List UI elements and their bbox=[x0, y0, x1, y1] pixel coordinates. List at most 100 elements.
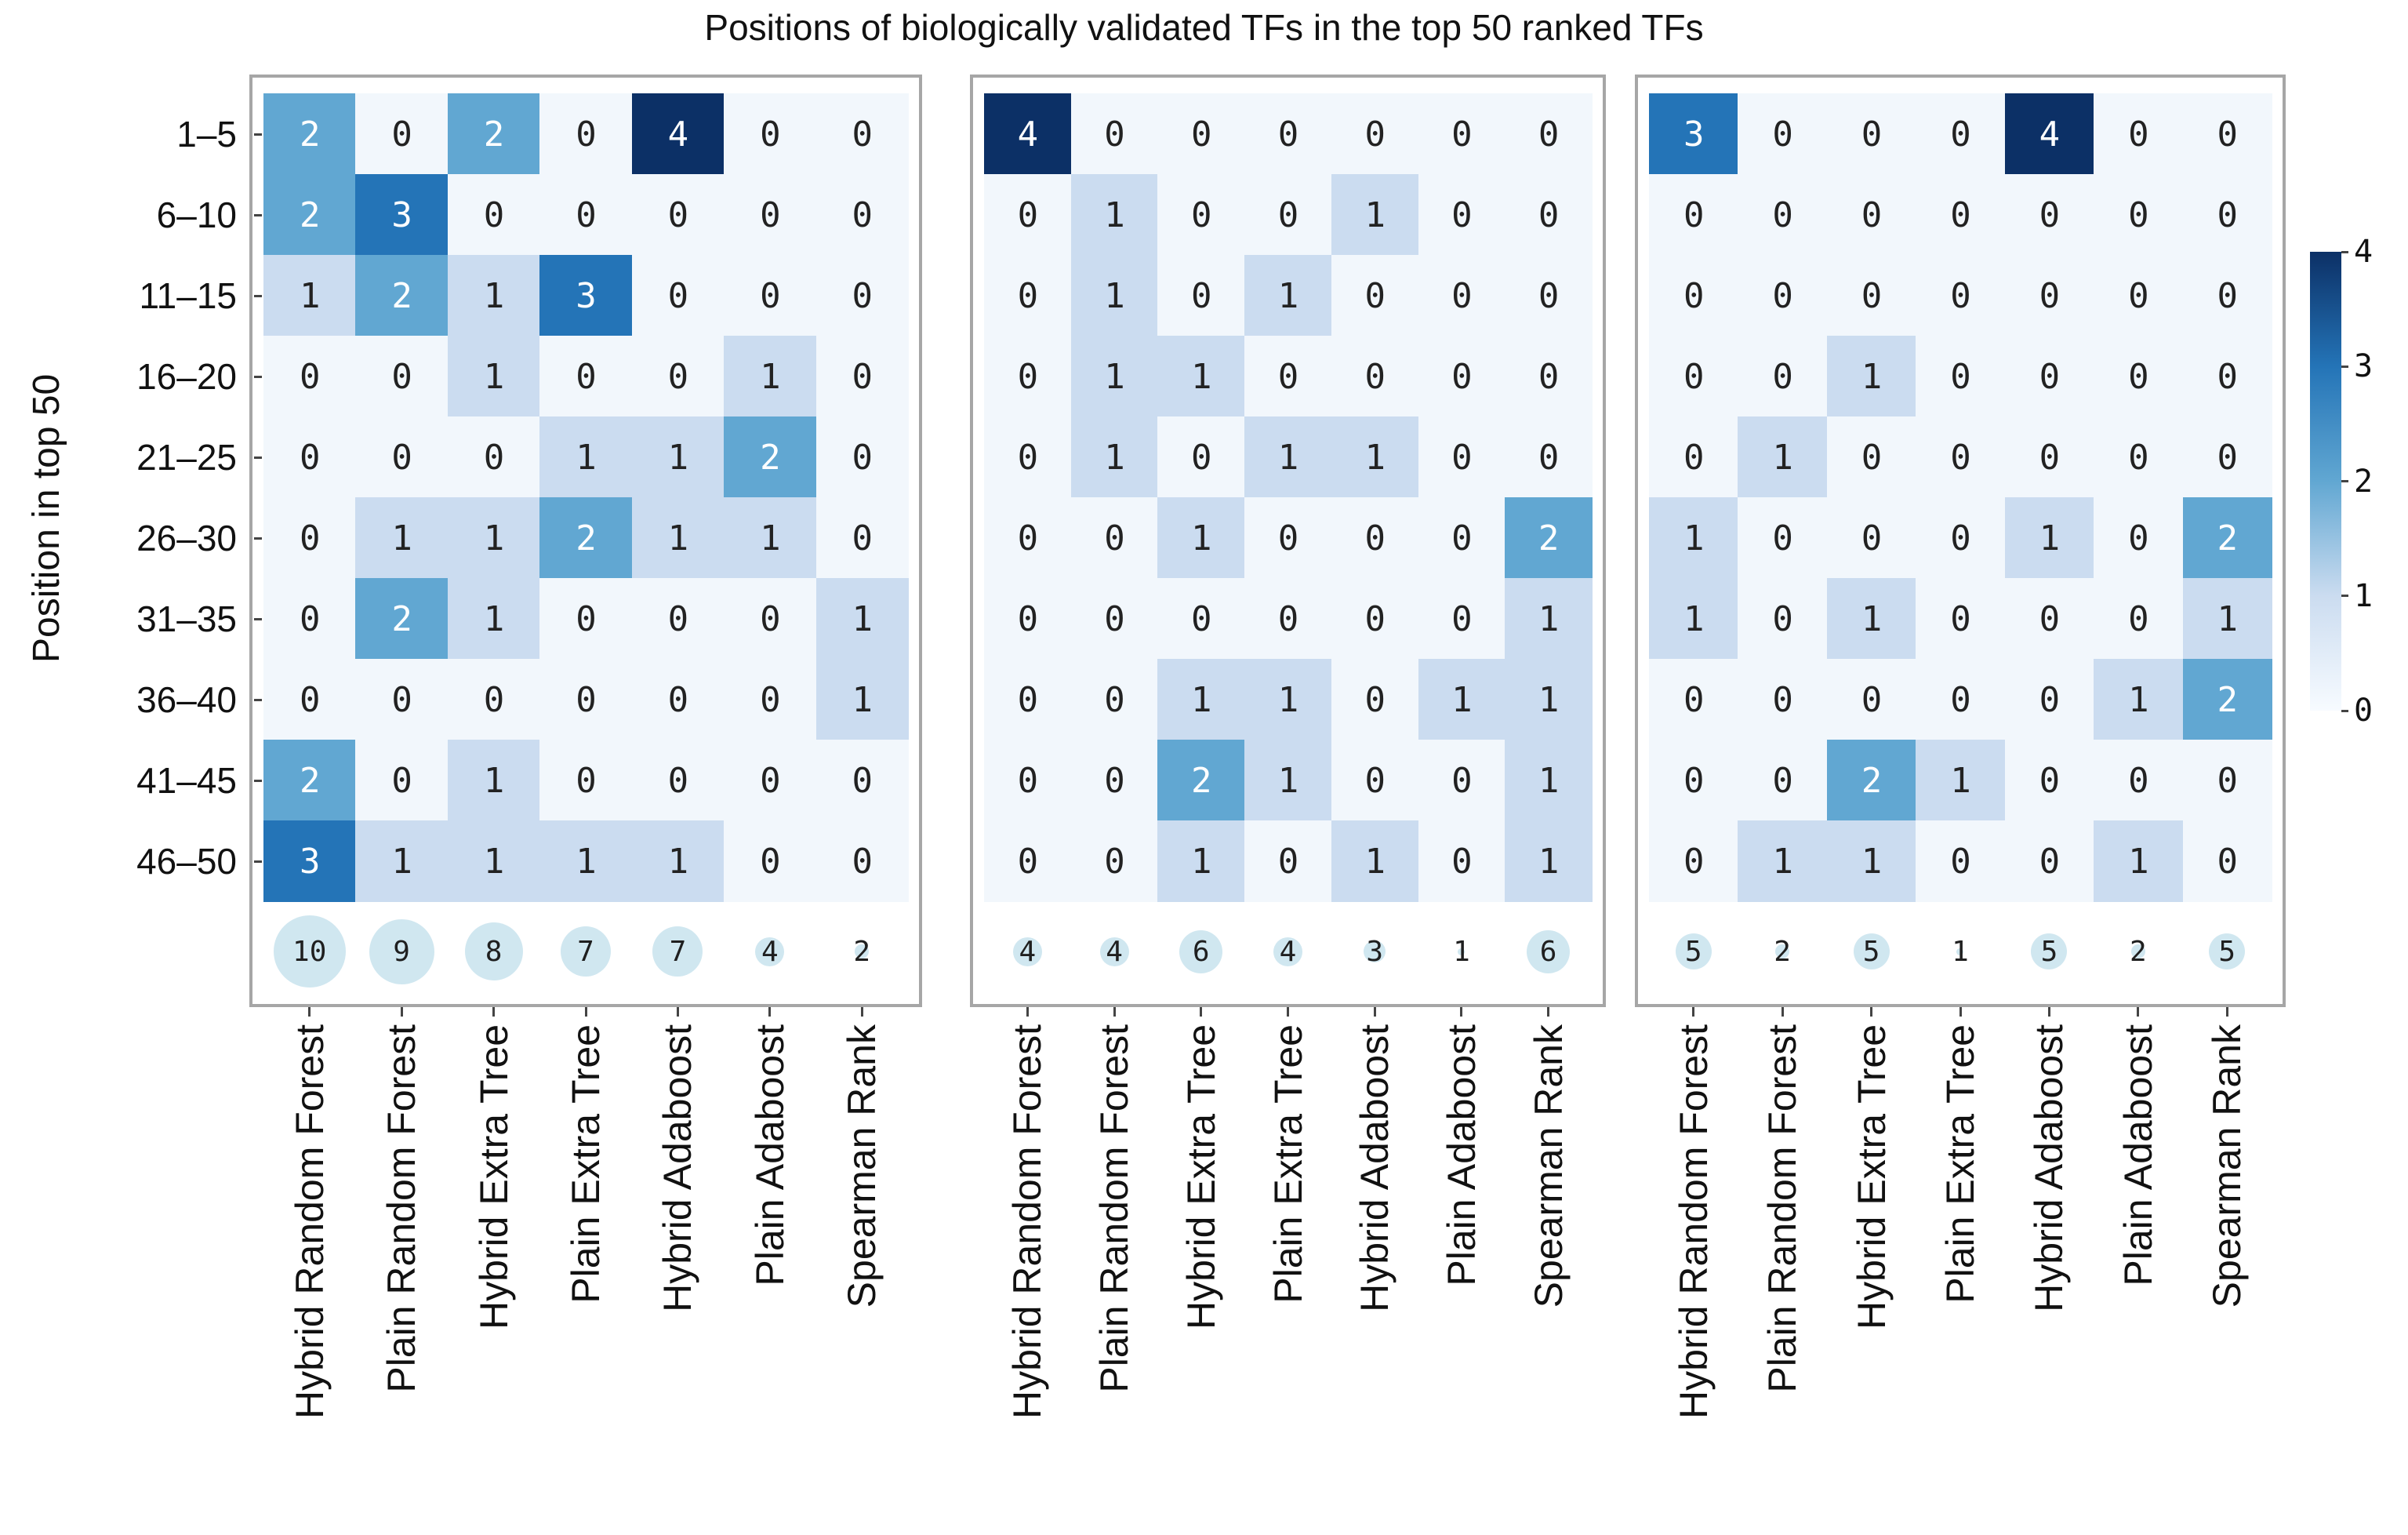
heatmap-cell: 0 bbox=[355, 659, 449, 740]
heatmap-cell: 1 bbox=[263, 255, 357, 336]
heatmap-cell: 0 bbox=[1418, 174, 1506, 256]
heatmap-cell: 2 bbox=[355, 255, 449, 336]
heatmap-cell: 0 bbox=[1649, 820, 1739, 902]
heatmap-cell: 0 bbox=[1649, 416, 1739, 498]
total-bubble-value: 2 bbox=[1774, 935, 1791, 968]
heatmap-cell: 0 bbox=[1070, 820, 1159, 902]
heatmap-cell: 0 bbox=[984, 820, 1072, 902]
total-bubble-value: 6 bbox=[1192, 935, 1210, 968]
heatmap-cell: 0 bbox=[1070, 740, 1159, 821]
heatmap-cell: 0 bbox=[2182, 820, 2272, 902]
heatmap-cell: 1 bbox=[1826, 336, 1917, 417]
heatmap-cell: 1 bbox=[539, 416, 633, 498]
column-label: Hybrid Random Forest bbox=[1005, 1024, 1050, 1419]
heatmap-cell: 0 bbox=[724, 174, 817, 256]
heatmap-cell: 0 bbox=[1244, 578, 1332, 660]
heatmap-cell: 0 bbox=[984, 255, 1072, 336]
colorbar-tick-label: 0 bbox=[2354, 693, 2373, 729]
total-bubble-circle bbox=[1775, 944, 1790, 958]
heatmap-cell: 0 bbox=[1505, 336, 1593, 417]
heatmap-cell: 0 bbox=[1070, 93, 1159, 175]
heatmap-cell: 0 bbox=[1738, 93, 1828, 175]
heatmap-cell: 1 bbox=[447, 820, 541, 902]
heatmap-cell: 0 bbox=[984, 174, 1072, 256]
heatmap-cell: 0 bbox=[263, 336, 357, 417]
heatmap-cell: 0 bbox=[2182, 174, 2272, 256]
column-label: Hybrid Random Forest bbox=[287, 1024, 332, 1419]
total-bubble-value: 1 bbox=[1952, 935, 1969, 968]
row-label: 16–20 bbox=[136, 355, 237, 397]
y-tick-mark bbox=[254, 375, 262, 378]
heatmap-cell: 0 bbox=[1244, 336, 1332, 417]
heatmap-cell: 0 bbox=[2094, 336, 2184, 417]
heatmap-cell: 0 bbox=[2094, 740, 2184, 821]
heatmap-cell: 0 bbox=[2094, 416, 2184, 498]
total-bubble-circle bbox=[652, 926, 703, 977]
column-label: Hybrid Adaboost bbox=[1353, 1024, 1397, 1312]
heatmap-cell: 0 bbox=[1331, 255, 1419, 336]
heatmap-cell: 1 bbox=[1505, 578, 1593, 660]
row-label: 26–30 bbox=[136, 517, 237, 558]
heatmap-cell: 0 bbox=[2004, 336, 2095, 417]
heatmap-cell: 0 bbox=[724, 93, 817, 175]
column-label: Plain Random Forest bbox=[1092, 1024, 1137, 1393]
heatmap-cell: 2 bbox=[263, 740, 357, 821]
heatmap-cell: 0 bbox=[984, 578, 1072, 660]
column-label: Plain Extra Tree bbox=[564, 1024, 608, 1304]
x-tick-mark bbox=[2047, 1007, 2050, 1017]
heatmap-cell: 1 bbox=[815, 578, 909, 660]
heatmap-cell: 1 bbox=[447, 497, 541, 579]
heatmap-cell: 2 bbox=[1157, 740, 1246, 821]
heatmap-cell: 2 bbox=[2182, 497, 2272, 579]
x-tick-mark bbox=[1113, 1007, 1116, 1017]
y-tick-mark bbox=[254, 617, 262, 620]
row-label: 31–35 bbox=[136, 598, 237, 639]
heatmap-cell: 0 bbox=[355, 93, 449, 175]
total-bubble-circle bbox=[1956, 948, 1964, 955]
heatmap-cell: 0 bbox=[724, 659, 817, 740]
total-bubble-value: 2 bbox=[853, 935, 871, 968]
total-bubble-value: 3 bbox=[1366, 935, 1384, 968]
column-label: Plain Extra Tree bbox=[1266, 1024, 1310, 1304]
colorbar-tick-label: 2 bbox=[2354, 463, 2373, 500]
total-bubble-circle bbox=[2031, 933, 2068, 969]
heatmap-cell: 0 bbox=[815, 336, 909, 417]
heatmap-cell: 0 bbox=[1916, 497, 2006, 579]
total-bubble-circle bbox=[1458, 948, 1466, 955]
heatmap-cell: 0 bbox=[815, 93, 909, 175]
heatmap-cell: 0 bbox=[1418, 578, 1506, 660]
heatmap-cell: 1 bbox=[724, 497, 817, 579]
heatmap-cell: 0 bbox=[1826, 93, 1917, 175]
heatmap-cell: 0 bbox=[631, 740, 725, 821]
heatmap-cell: 0 bbox=[1157, 416, 1246, 498]
heatmap-cell: 0 bbox=[447, 174, 541, 256]
heatmap-cell: 0 bbox=[1649, 740, 1739, 821]
heatmap-cell: 0 bbox=[1916, 174, 2006, 256]
heatmap-cell: 1 bbox=[1331, 820, 1419, 902]
heatmap-cell: 0 bbox=[1418, 336, 1506, 417]
column-label: Plain Adaboost bbox=[747, 1024, 792, 1286]
total-bubble-value: 7 bbox=[669, 935, 687, 968]
column-label: Plain Adaboost bbox=[2116, 1024, 2160, 1286]
x-tick-mark bbox=[400, 1007, 403, 1017]
total-bubble-circle bbox=[1853, 933, 1890, 969]
column-label: Hybrid Random Forest bbox=[1671, 1024, 1716, 1419]
heatmap-cell: 0 bbox=[815, 255, 909, 336]
heatmap-cell: 0 bbox=[1826, 416, 1917, 498]
heatmap-cell: 0 bbox=[1157, 174, 1246, 256]
heatmap-cell: 1 bbox=[1157, 497, 1246, 579]
total-bubble-value: 5 bbox=[2040, 935, 2058, 968]
total-bubble-value: 10 bbox=[292, 935, 327, 968]
heatmap-cell: 1 bbox=[447, 336, 541, 417]
column-label: Plain Adaboost bbox=[1439, 1024, 1484, 1286]
heatmap-cell: 0 bbox=[984, 497, 1072, 579]
total-bubble-circle bbox=[1179, 929, 1223, 973]
heatmap-cell: 0 bbox=[2094, 255, 2184, 336]
colorbar-tick-label: 4 bbox=[2354, 234, 2373, 270]
heatmap-cell: 0 bbox=[263, 578, 357, 660]
heatmap-cell: 2 bbox=[355, 578, 449, 660]
row-label: 1–5 bbox=[176, 113, 237, 155]
heatmap-cell: 0 bbox=[631, 174, 725, 256]
heatmap-cell: 0 bbox=[1738, 659, 1828, 740]
